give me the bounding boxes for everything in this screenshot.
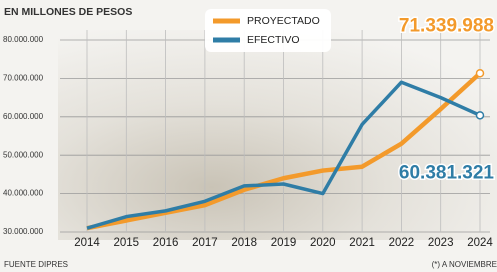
source: FUENTE DIPRES: [4, 260, 68, 269]
y-tick-label: 30.000.000: [3, 227, 44, 236]
y-tick-label: 80.000.000: [3, 35, 44, 44]
plot-background: [58, 30, 497, 240]
footnote: (*) A NOVIEMBRE: [432, 260, 497, 269]
x-tick-label: 2017: [192, 237, 218, 249]
chart: EN MILLONES DE PESOS FUENTE DIPRES (*) A…: [0, 0, 497, 272]
y-tick-label: 40.000.000: [3, 189, 44, 198]
x-tick-label: 2014: [74, 237, 100, 249]
x-tick-label: 2021: [349, 237, 375, 249]
x-tick-label: 2023: [428, 237, 454, 249]
x-tick-label: 2018: [231, 237, 257, 249]
end-point: [477, 70, 484, 77]
x-tick-label: 2022: [389, 237, 415, 249]
subtitle: EN MILLONES DE PESOS: [4, 6, 132, 18]
y-tick-label: 60.000.000: [3, 112, 44, 121]
legend-label: EFECTIVO: [247, 34, 300, 46]
x-tick-label: 2019: [271, 237, 297, 249]
legend-label: PROYECTADO: [247, 15, 320, 27]
x-tick-label: 2015: [114, 237, 140, 249]
y-tick-label: 70.000.000: [3, 74, 44, 83]
y-tick-label: 50.000.000: [3, 150, 44, 159]
end-point: [477, 112, 484, 119]
x-tick-label: 2016: [153, 237, 179, 249]
value-label: 60.381.321: [399, 162, 495, 183]
x-tick-label: 2024: [467, 237, 493, 249]
value-label: 71.339.988: [399, 15, 494, 36]
x-tick-label: 2020: [310, 237, 336, 249]
